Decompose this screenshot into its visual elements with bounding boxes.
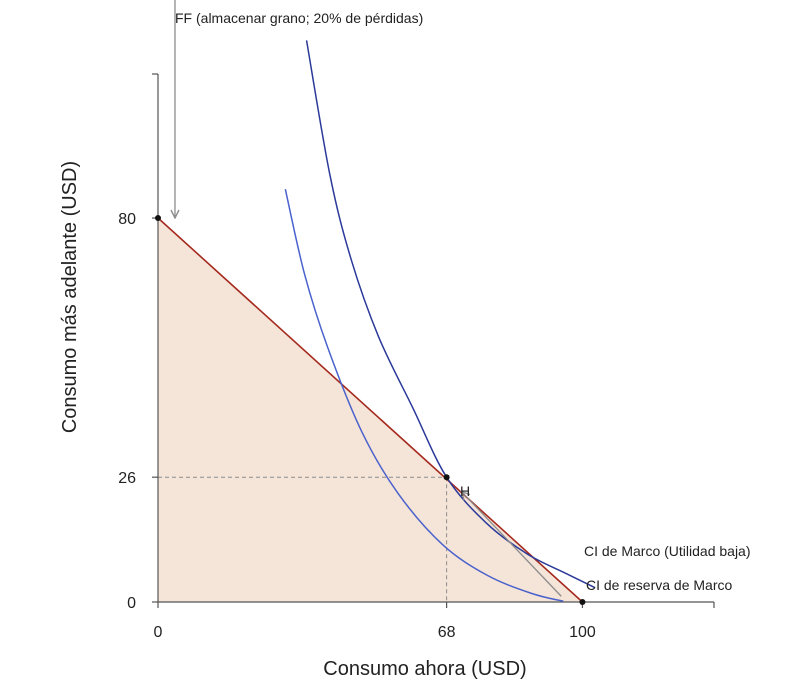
y-tick-label-26: 26 [118, 470, 136, 487]
annotation-ff: FF (almacenar grano; 20% de pérdidas) [175, 10, 423, 26]
y-axis-ticks: 0 26 80 [118, 211, 158, 612]
arrow-layer [175, 0, 562, 597]
indifference-curve-2 [284, 189, 564, 603]
x-axis-title: Consumo ahora (USD) [323, 658, 526, 680]
arrow-2 [461, 492, 562, 597]
point-3 [579, 599, 586, 605]
y-axis-title: Consumo más adelante (USD) [59, 161, 81, 433]
ic-high-label: CI de Marco (Utilidad baja) [584, 543, 751, 559]
indifference-curve-1 [305, 40, 596, 589]
x-tick-label-68: 68 [438, 624, 456, 641]
point-layer [155, 215, 586, 605]
point-1 [155, 215, 161, 221]
point-h-label: H [460, 483, 470, 499]
series-layer [157, 40, 596, 603]
point-h [443, 474, 450, 481]
y-tick-label-80: 80 [118, 211, 136, 228]
x-tick-label-100: 100 [569, 624, 596, 641]
x-tick-label-0: 0 [154, 624, 163, 641]
y-tick-label-0: 0 [127, 595, 136, 612]
ic-low-label: CI de reserva de Marco [586, 577, 732, 593]
feasible-frontier-line [157, 217, 583, 603]
x-axis-ticks: 0 68 100 [154, 602, 596, 641]
